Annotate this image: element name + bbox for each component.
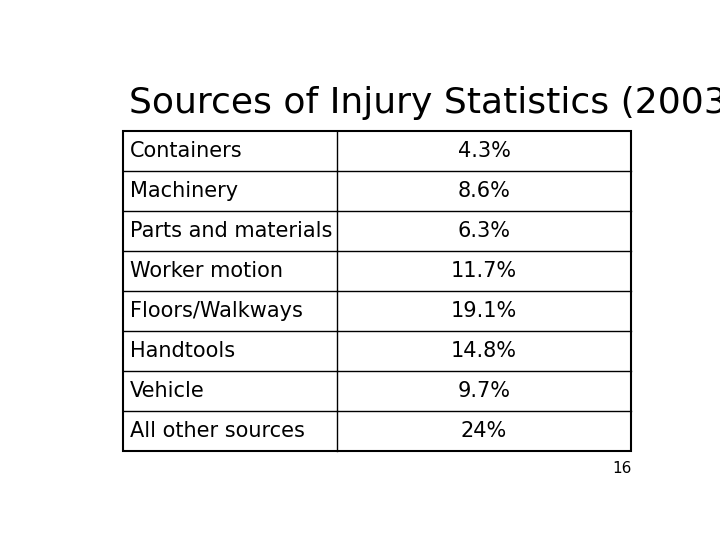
Text: All other sources: All other sources — [130, 422, 305, 442]
Text: 9.7%: 9.7% — [457, 381, 510, 401]
Text: Floors/Walkways: Floors/Walkways — [130, 301, 303, 321]
Text: 16: 16 — [612, 462, 631, 476]
Text: 19.1%: 19.1% — [451, 301, 517, 321]
Text: Sources of Injury Statistics (2003): Sources of Injury Statistics (2003) — [129, 85, 720, 119]
Text: 11.7%: 11.7% — [451, 261, 517, 281]
Text: 8.6%: 8.6% — [458, 181, 510, 201]
Text: Containers: Containers — [130, 141, 243, 161]
Text: Worker motion: Worker motion — [130, 261, 283, 281]
Text: 24%: 24% — [461, 422, 507, 442]
Text: Handtools: Handtools — [130, 341, 235, 361]
Text: Machinery: Machinery — [130, 181, 238, 201]
Text: Vehicle: Vehicle — [130, 381, 205, 401]
Text: 4.3%: 4.3% — [458, 141, 510, 161]
Text: Parts and materials: Parts and materials — [130, 221, 333, 241]
Text: 14.8%: 14.8% — [451, 341, 517, 361]
Text: 6.3%: 6.3% — [457, 221, 510, 241]
